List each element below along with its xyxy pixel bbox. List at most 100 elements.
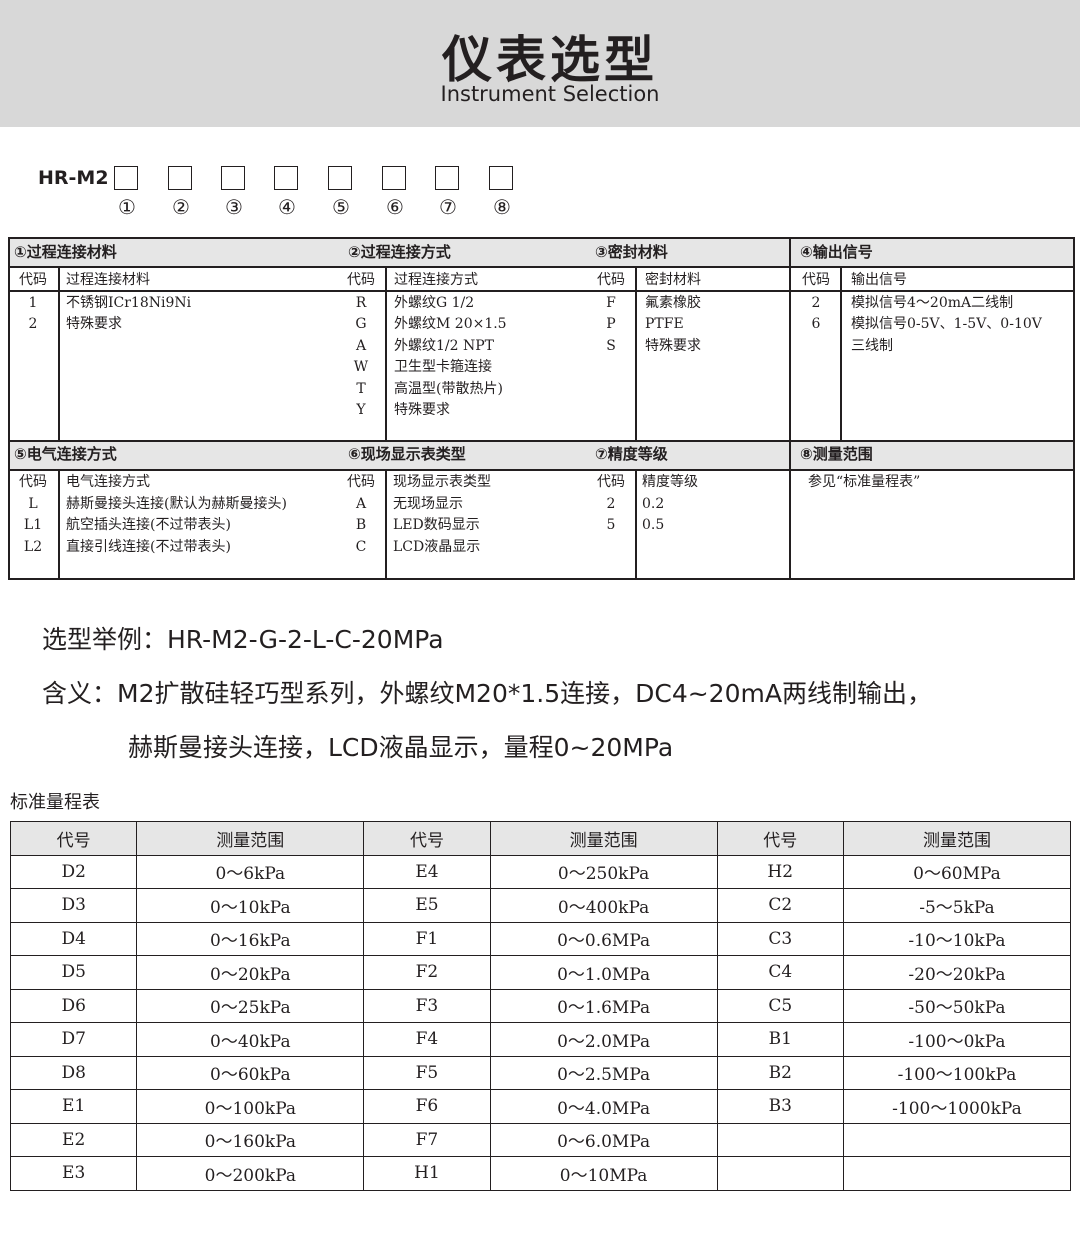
meaning-line: 含义：M2扩散硅轻巧型系列，外螺纹M20*1.5连接，DC4~20mA两线制输出… <box>42 679 932 708</box>
range-table-title: 标准量程表 <box>10 792 100 813</box>
code-cell: C2 <box>716 888 844 923</box>
code-slot-box <box>435 166 459 190</box>
range-cell: -100～1000kPa <box>842 1089 1072 1124</box>
meaning-line-2: 赫斯曼接头连接，LCD液晶显示，量程0~20MPa <box>128 733 674 762</box>
column-header: 测量范围 <box>842 821 1072 856</box>
code-column-header: 代码 <box>597 474 625 490</box>
range-cell: 0～100kPa <box>136 1089 365 1124</box>
code-cell: E5 <box>363 888 491 923</box>
code-column-header: 代码 <box>19 272 47 288</box>
option-desc: 特殊要求 <box>394 402 450 418</box>
range-table: 代号 测量范围 代号 测量范围 代号 测量范围 D2 0～6kPa E4 0～250kPa H2 0～… <box>9 821 1072 1191</box>
code-cell: D8 <box>9 1055 138 1090</box>
option-code: A <box>355 337 367 354</box>
desc-column-header: 密封材料 <box>645 272 701 288</box>
section-header-bar <box>10 239 1073 268</box>
option-desc: 不锈钢ICr18Ni9Ni <box>66 294 192 311</box>
desc-column-header: 过程连接材料 <box>66 272 150 288</box>
code-slot-number: ② <box>172 195 190 219</box>
option-desc: 特殊要求 <box>66 316 122 332</box>
code-cell <box>716 1156 844 1191</box>
option-code: T <box>356 380 366 397</box>
code-column-header: 代码 <box>597 272 625 288</box>
range-cell <box>842 1156 1072 1191</box>
option-code: G <box>355 316 367 332</box>
range-cell: 0～6.0MPa <box>489 1122 718 1157</box>
code-column-header: 代码 <box>347 474 375 490</box>
code-cell: F2 <box>363 955 491 990</box>
desc-column-header: 电气连接方式 <box>66 474 150 490</box>
section-title: ⑥现场显示表类型 <box>348 445 466 463</box>
option-code: 6 <box>811 316 821 332</box>
code-slot-number: ⑦ <box>439 195 457 219</box>
example-line: 选型举例：HR-M2-G-2-L-C-20MPa <box>42 625 444 654</box>
section-title: ②过程连接方式 <box>348 243 451 261</box>
table-row: E2 0～160kPa F7 0～6.0MPa <box>9 1122 1072 1157</box>
range-cell: 0～4.0MPa <box>489 1089 718 1124</box>
code-slot-number: ③ <box>225 195 243 219</box>
option-desc: 无现场显示 <box>393 495 463 512</box>
code-cell: H1 <box>363 1156 491 1191</box>
option-code: 1 <box>28 294 38 311</box>
table-row: D7 0～40kPa F4 0～2.0MPa B1 -100～0kPa <box>9 1022 1072 1057</box>
code-slot-number: ④ <box>278 195 296 219</box>
range-cell: 0～2.5MPa <box>489 1055 718 1090</box>
code-cell <box>716 1122 844 1157</box>
option-desc: 高温型(带散热片) <box>394 380 503 397</box>
option-code: L1 <box>23 517 43 533</box>
option-code: W <box>353 359 369 375</box>
table-row: E3 0～200kPa H1 0～10MPa <box>9 1156 1072 1191</box>
code-cell: F6 <box>363 1089 491 1124</box>
selection-table <box>8 237 1075 580</box>
option-desc: LCD液晶显示 <box>393 538 481 555</box>
range-cell: 0～250kPa <box>489 854 718 889</box>
range-cell: 0～2.0MPa <box>489 1022 718 1057</box>
table-row: E1 0～100kPa F6 0～4.0MPa B3 -100～1000kPa <box>9 1089 1072 1124</box>
code-slot-box <box>382 166 406 190</box>
code-cell: C4 <box>716 955 844 990</box>
range-cell: -10～10kPa <box>842 921 1072 956</box>
option-code: L2 <box>23 538 43 555</box>
option-desc: 卫生型卡箍连接 <box>394 359 492 375</box>
code-cell: D4 <box>9 921 138 956</box>
code-cell: F7 <box>363 1122 491 1157</box>
code-slot-number: ⑧ <box>493 195 511 219</box>
range-cell: 0～1.0MPa <box>489 955 718 990</box>
option-desc: 特殊要求 <box>645 337 701 354</box>
code-cell: D7 <box>9 1022 138 1057</box>
code-cell: C3 <box>716 921 844 956</box>
table-line <box>635 469 637 578</box>
option-code: B <box>355 517 367 533</box>
table-row: D5 0～20kPa F2 0～1.0MPa C4 -20～20kPa <box>9 955 1072 990</box>
range-cell: 0～160kPa <box>136 1122 365 1157</box>
table-line <box>58 268 60 440</box>
option-desc: 外螺纹M 20×1.5 <box>394 316 507 332</box>
option-code: P <box>606 316 616 332</box>
code-slot-number: ① <box>118 195 136 219</box>
option-desc: 赫斯曼接头连接(默认为赫斯曼接头) <box>66 495 287 512</box>
title-banner <box>0 0 1080 127</box>
option-desc: PTFE <box>645 316 684 332</box>
table-row: D6 0～25kPa F3 0～1.6MPa C5 -50～50kPa <box>9 988 1072 1023</box>
code-cell: E4 <box>363 854 491 889</box>
code-slot-box <box>168 166 192 190</box>
code-cell: B2 <box>716 1055 844 1090</box>
code-cell: D2 <box>9 854 138 889</box>
option-desc: 直接引线连接(不过带表头) <box>66 538 231 555</box>
column-header: 测量范围 <box>136 821 365 856</box>
range-cell: 0～200kPa <box>136 1156 365 1191</box>
option-desc: 模拟信号0-5V、1-5V、0-10V <box>851 316 1042 332</box>
option-code: 2 <box>811 294 821 311</box>
range-cell: 0～60MPa <box>842 854 1072 889</box>
option-desc: 0.2 <box>642 495 665 512</box>
range-cell <box>842 1122 1072 1157</box>
section-title: ⑤电气连接方式 <box>14 445 117 463</box>
code-cell: H2 <box>716 854 844 889</box>
range-cell: 0～60kPa <box>136 1055 365 1090</box>
range-cell: 0～10MPa <box>489 1156 718 1191</box>
range-cell: -50～50kPa <box>842 988 1072 1023</box>
range-cell: -5～5kPa <box>842 888 1072 923</box>
code-column-header: 代码 <box>347 272 375 288</box>
section-title: ③密封材料 <box>595 243 668 261</box>
desc-column-header: 过程连接方式 <box>394 272 478 288</box>
